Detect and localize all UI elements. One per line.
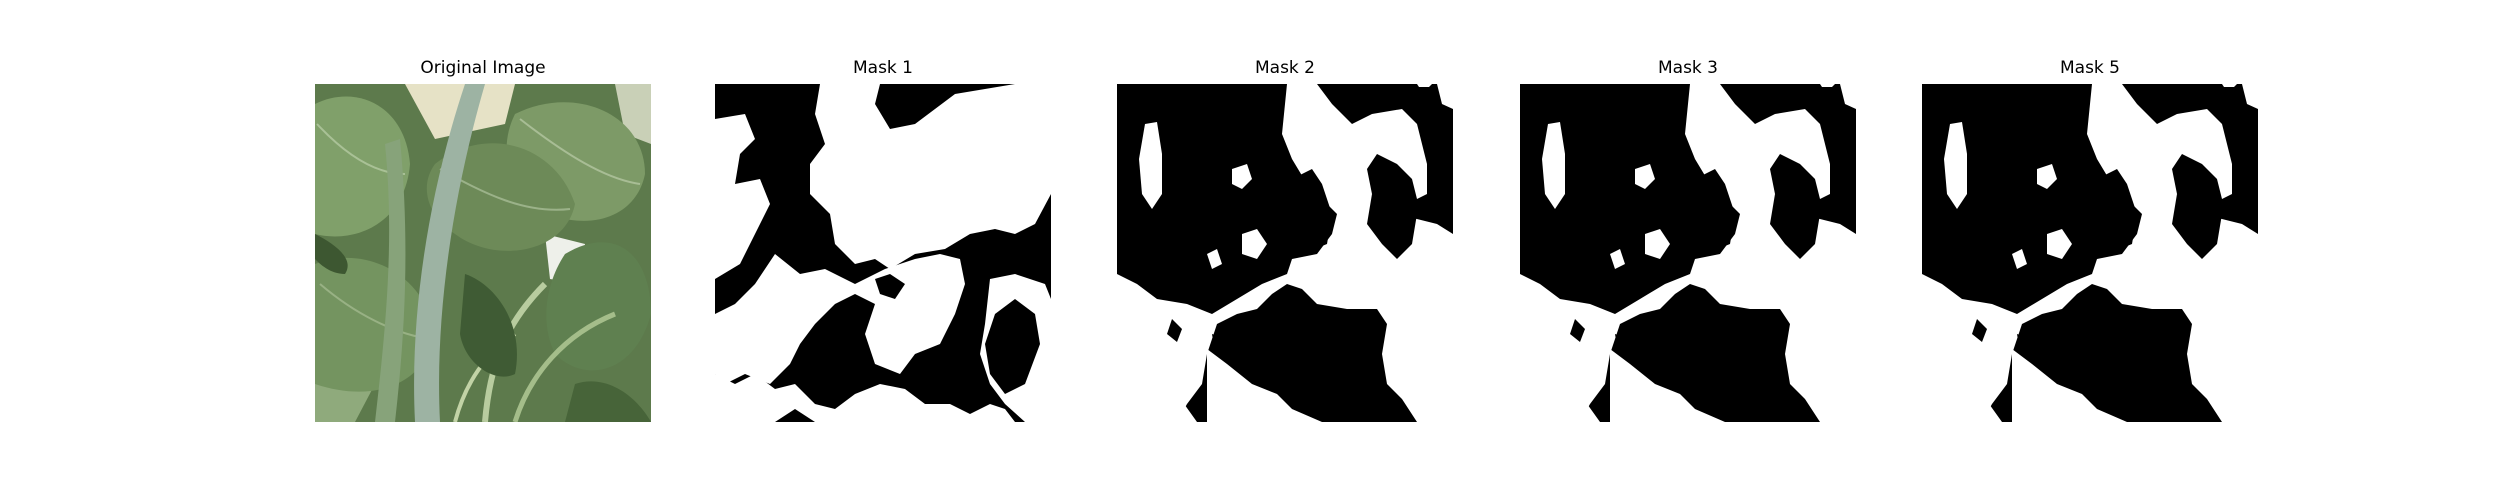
mask-3-image	[1520, 84, 1856, 422]
leaf-photo-illustration	[315, 84, 651, 422]
mask-2-image	[1117, 84, 1453, 422]
mask-5-shape	[1922, 84, 2258, 422]
original-image	[315, 84, 651, 422]
mask-2-shape	[1117, 84, 1453, 422]
mask-3-shape	[1520, 84, 1856, 422]
panel-title-original: Original Image	[420, 58, 546, 78]
panel-title-mask-3: Mask 3	[1657, 58, 1718, 78]
mask-1-image	[715, 84, 1051, 422]
panel-title-mask-2: Mask 2	[1254, 58, 1315, 78]
panel-title-mask-5: Mask 5	[2059, 58, 2120, 78]
mask-5-image	[1922, 84, 2258, 422]
mask-1-shape	[715, 84, 1051, 422]
panel-title-mask-1: Mask 1	[852, 58, 913, 78]
